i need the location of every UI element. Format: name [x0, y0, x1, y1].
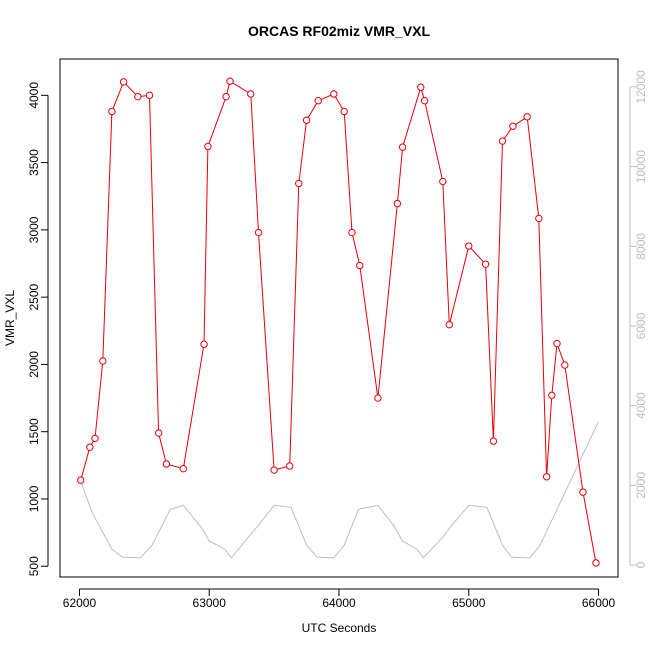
secondary-y-axis: 0 2000 4000 6000 8000 10000 12000: [629, 70, 648, 568]
y2-tick-label: 10000: [634, 150, 648, 184]
data-point: [592, 559, 600, 567]
data-point: [561, 361, 569, 369]
data-point: [340, 107, 348, 116]
y2-tick-label: 6000: [634, 312, 648, 339]
data-point: [145, 91, 154, 100]
series-layer: [77, 77, 600, 567]
data-point: [348, 228, 356, 237]
data-point: [254, 228, 263, 237]
y-tick-label: 1500: [27, 418, 41, 445]
data-point: [77, 476, 85, 484]
data-point: [417, 83, 425, 91]
data-point: [314, 97, 322, 105]
data-point: [445, 321, 454, 329]
data-point: [226, 77, 234, 85]
data-point: [200, 340, 208, 348]
data-point: [398, 143, 407, 151]
y-tick-label: 1000: [27, 485, 41, 512]
x-tick-label: 63000: [193, 596, 227, 610]
data-point: [154, 429, 163, 437]
data-point: [285, 462, 294, 470]
data-point: [302, 116, 311, 124]
y2-tick-label: 0: [634, 561, 648, 568]
data-point: [91, 434, 99, 443]
x-tick-label: 65000: [452, 596, 486, 610]
data-point: [498, 137, 507, 145]
y-tick-label: 3000: [27, 216, 41, 243]
data-point: [204, 142, 212, 151]
x-tick-label: 62000: [63, 596, 97, 610]
data-point: [374, 394, 382, 402]
data-point: [247, 90, 255, 98]
data-point: [579, 488, 587, 496]
y2-tick-label: 2000: [634, 472, 648, 499]
y2-tick-label: 4000: [634, 392, 648, 419]
data-point: [548, 391, 556, 400]
data-point: [179, 464, 187, 473]
data-point: [356, 261, 364, 270]
y2-tick-label: 12000: [634, 70, 648, 104]
data-point: [134, 92, 142, 101]
y-tick-label: 2000: [27, 351, 41, 378]
chart-title: ORCAS RF02miz VMR_VXL: [248, 23, 430, 39]
data-point: [481, 260, 490, 268]
x-tick-label: 64000: [322, 596, 356, 610]
plot-area: [59, 58, 619, 578]
x-axis-label: UTC Seconds: [302, 621, 377, 635]
data-point: [535, 214, 543, 223]
data-point: [523, 113, 531, 121]
data-point: [86, 443, 94, 451]
y-tick-label: 4000: [27, 82, 41, 109]
data-point: [108, 107, 116, 116]
data-point: [222, 92, 230, 101]
data-point: [119, 78, 128, 86]
data-point: [270, 466, 278, 474]
data-point: [509, 122, 517, 130]
data-point: [393, 199, 402, 208]
x-tick-label: 66000: [582, 596, 616, 610]
y-tick-label: 2500: [27, 283, 41, 310]
data-point: [295, 179, 303, 188]
data-point: [420, 97, 429, 105]
y2-tick-label: 8000: [634, 233, 648, 260]
y-tick-label: 500: [27, 556, 41, 576]
y-axis: 500 1000 1500 2000 2500 3000 3500 4000: [27, 82, 49, 576]
data-point: [439, 177, 447, 186]
data-point: [99, 357, 107, 365]
y-tick-label: 3500: [27, 149, 41, 176]
data-point: [542, 473, 551, 481]
series-line: [80, 80, 597, 563]
y-axis-label: VMR_VXL: [3, 290, 17, 346]
data-point: [162, 460, 171, 468]
x-axis: 62000 63000 64000 65000 66000: [63, 588, 616, 610]
data-point: [330, 90, 338, 98]
data-point: [553, 339, 561, 348]
data-point: [489, 437, 498, 445]
secondary-series-line: [80, 421, 599, 559]
data-point: [465, 242, 473, 250]
